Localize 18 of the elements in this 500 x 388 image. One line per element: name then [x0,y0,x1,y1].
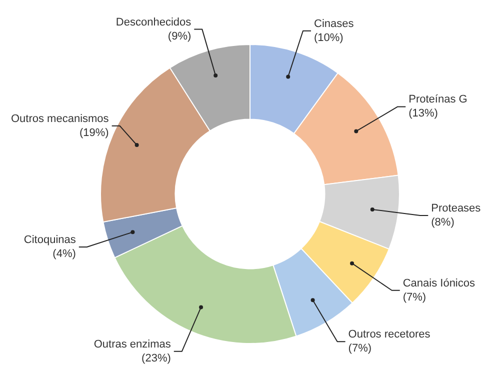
slice-label: Proteínas G [408,94,468,106]
data-label: (8%) [431,216,454,229]
slice-label: Canais Iónicos [402,277,476,290]
slice-label: Citoquinas [24,234,76,246]
slice-label: Proteases [431,202,482,215]
data-label: (10%) [314,32,344,44]
data-label: (4%) [52,248,76,260]
slice-label: Cinases [314,18,354,30]
slice-label: Outros mecanismos [10,112,110,125]
data-label: (9%) [168,30,192,42]
data-label: (23%) [142,352,171,364]
slice-label: Outros recetores [348,328,431,341]
data-label: (19%) [79,126,109,139]
data-label: (7%) [402,291,426,304]
slice-label: Outras enzimas [94,338,172,350]
data-label: (13%) [408,108,438,120]
data-label: (7%) [348,342,372,355]
slice-label: Desconhecidos [116,16,192,28]
